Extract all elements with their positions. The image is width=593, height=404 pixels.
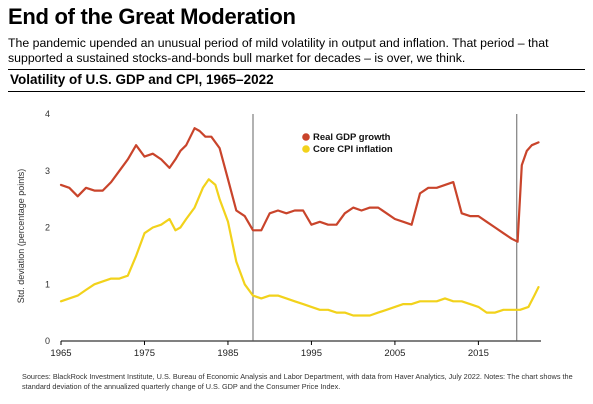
series-line-core-cpi-inflation bbox=[59, 178, 540, 317]
x-tick-label: 2015 bbox=[468, 348, 489, 359]
source-note: Sources: BlackRock Investment Institute,… bbox=[22, 372, 573, 391]
y-tick-label: 3 bbox=[45, 166, 50, 176]
y-tick-label: 1 bbox=[45, 279, 50, 289]
legend-marker-core-cpi-inflation bbox=[302, 145, 310, 153]
page-subtitle: The pandemic upended an unusual period o… bbox=[8, 36, 549, 65]
x-tick-label: 1995 bbox=[301, 348, 322, 359]
x-tick-label: 2005 bbox=[384, 348, 405, 359]
legend-marker-real-gdp-growth bbox=[302, 133, 310, 141]
page-title: End of the Great Moderation bbox=[8, 4, 296, 29]
series-line-real-gdp-growth bbox=[59, 127, 540, 243]
y-tick-label: 0 bbox=[45, 336, 50, 346]
y-tick-label: 2 bbox=[45, 223, 50, 233]
x-tick-label: 1975 bbox=[134, 348, 155, 359]
x-tick-label: 1965 bbox=[50, 348, 71, 359]
divider-chart-title bbox=[8, 91, 585, 92]
y-axis-title: Std. deviation (percentage points) bbox=[16, 168, 26, 304]
legend-label-real-gdp-growth: Real GDP growth bbox=[313, 132, 391, 143]
divider-top bbox=[8, 69, 585, 70]
x-tick-label: 1985 bbox=[217, 348, 238, 359]
chart: 0 1 2 3 4 1965 1975 1985 1995 2005 2015 Real GDP gr… bbox=[45, 109, 541, 359]
y-tick-label: 4 bbox=[45, 109, 50, 119]
legend-label-core-cpi-inflation: Core CPI inflation bbox=[313, 144, 393, 155]
chart-title: Volatility of U.S. GDP and CPI, 1965–202… bbox=[10, 72, 274, 87]
